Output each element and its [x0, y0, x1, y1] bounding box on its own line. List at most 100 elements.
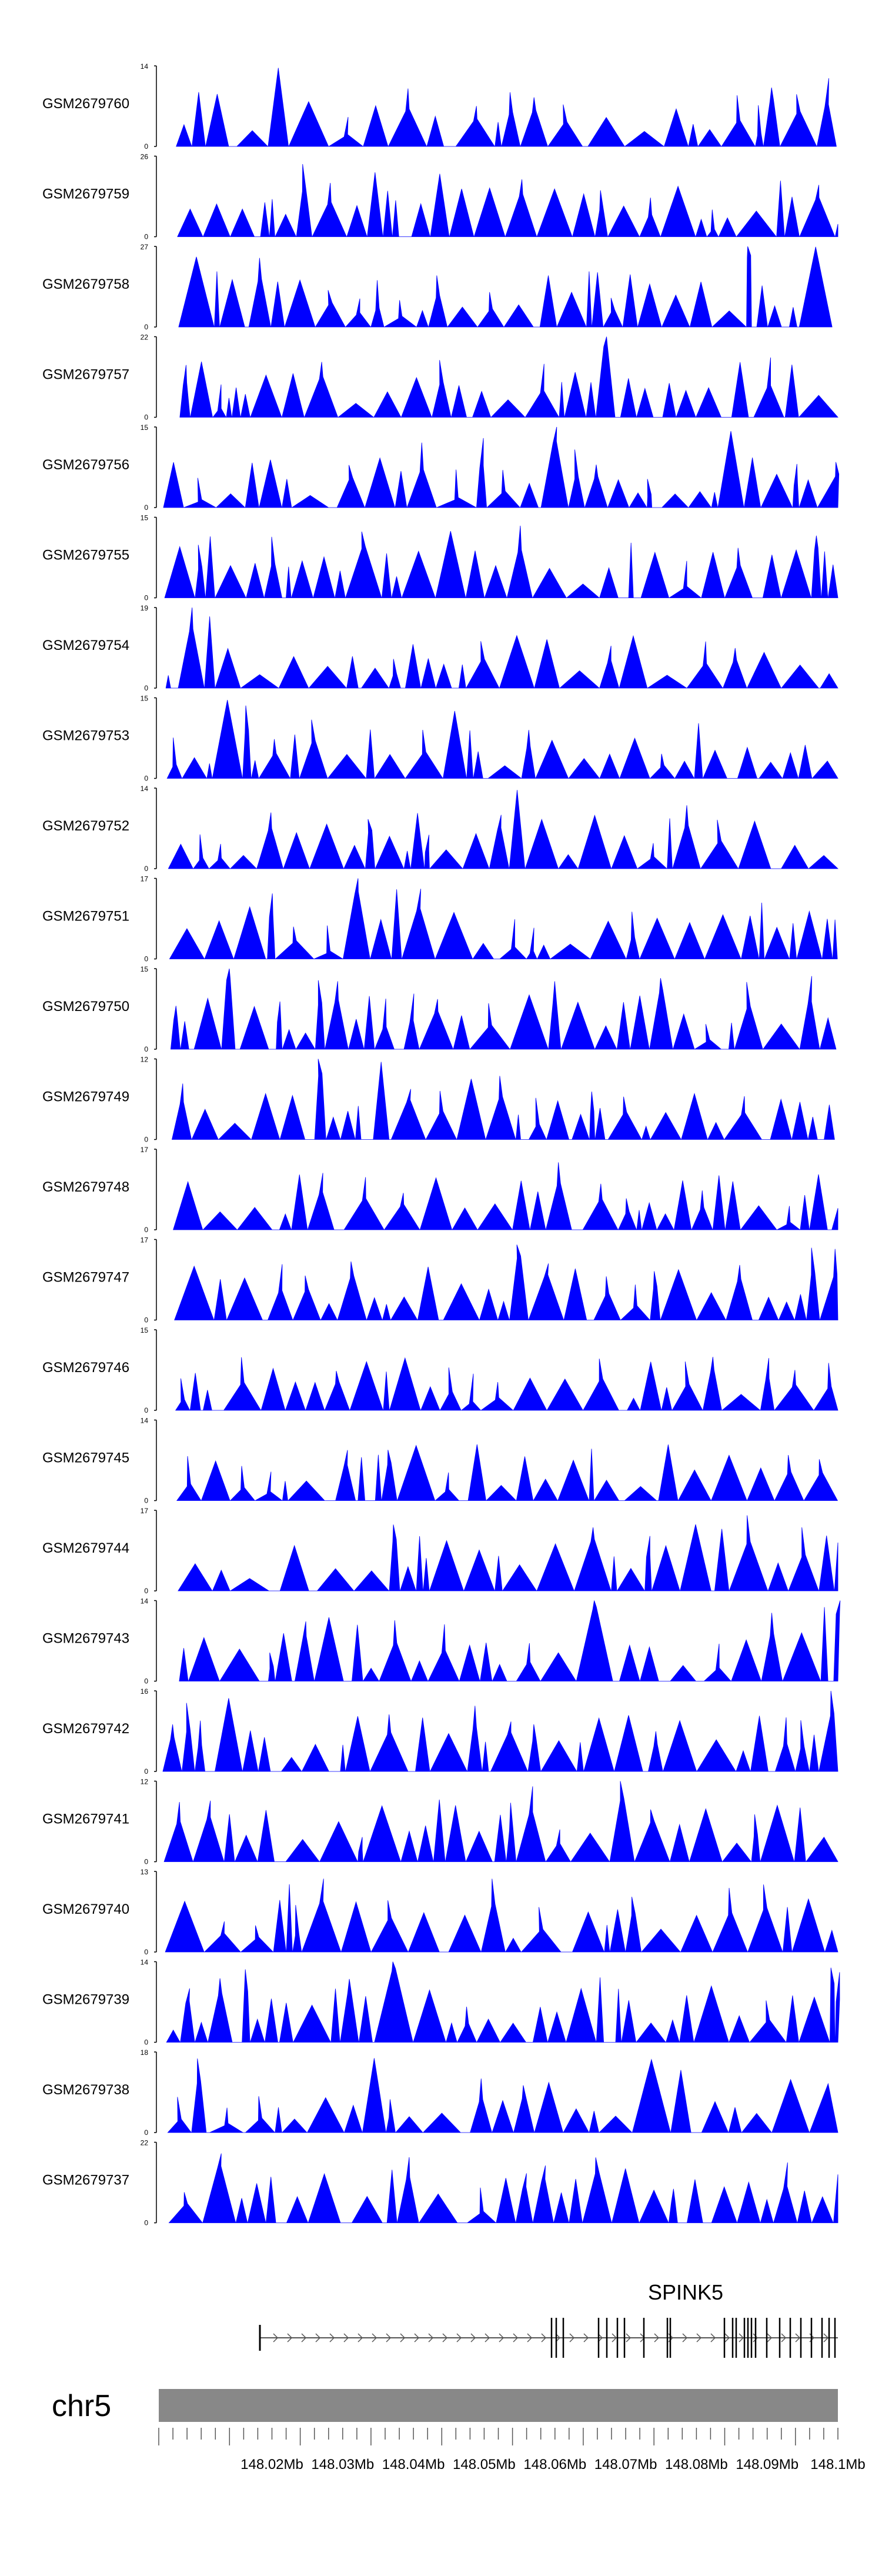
- track-GSM2679756: GSM2679756 15 0: [42, 423, 840, 512]
- coverage-area: [168, 2153, 838, 2223]
- strand-arrow-icon: [329, 2333, 335, 2343]
- track-label: GSM2679743: [42, 1631, 129, 1647]
- chromosome-label: chr5: [52, 2389, 111, 2423]
- y-min-label: 0: [144, 865, 148, 873]
- y-min-label: 0: [144, 1226, 148, 1234]
- y-max-label: 14: [141, 1417, 149, 1425]
- chromosome-band: [159, 2389, 838, 2422]
- coverage-area: [170, 968, 837, 1050]
- y-min-label: 0: [144, 2219, 148, 2227]
- y-min-label: 0: [144, 1587, 148, 1595]
- coverage-area: [175, 1357, 838, 1411]
- y-max-label: 18: [141, 2048, 149, 2057]
- y-max-label: 17: [141, 1507, 149, 1515]
- track-GSM2679752: GSM2679752 14 0: [42, 785, 839, 873]
- track-label: GSM2679760: [42, 96, 129, 112]
- coverage-area: [167, 2058, 838, 2133]
- coverage-area: [164, 525, 838, 598]
- coverage-area: [174, 1244, 838, 1320]
- y-max-label: 15: [141, 965, 149, 973]
- track-label: GSM2679749: [42, 1089, 129, 1105]
- track-GSM2679741: GSM2679741 12 0: [42, 1778, 838, 1866]
- y-min-label: 0: [144, 233, 148, 241]
- strand-arrow-icon: [273, 2333, 279, 2343]
- track-GSM2679737: GSM2679737 22 0: [42, 2139, 838, 2227]
- y-min-label: 0: [144, 1406, 148, 1414]
- y-min-label: 0: [144, 684, 148, 692]
- x-tick-label: 148.1Mb: [810, 2457, 865, 2472]
- track-label: GSM2679745: [42, 1450, 129, 1466]
- y-max-label: 13: [141, 1868, 149, 1876]
- strand-arrow-icon: [823, 2333, 829, 2343]
- strand-arrow-icon: [696, 2333, 702, 2343]
- y-min-label: 0: [144, 955, 148, 963]
- strand-arrow-icon: [739, 2333, 744, 2343]
- coverage-area: [179, 1600, 841, 1681]
- x-tick-label: 148.06Mb: [523, 2457, 586, 2472]
- y-min-label: 0: [144, 1767, 148, 1776]
- coverage-area: [173, 1162, 838, 1230]
- strand-arrow-icon: [710, 2333, 716, 2343]
- y-min-label: 0: [144, 2128, 148, 2137]
- strand-arrow-icon: [372, 2333, 377, 2343]
- strand-arrow-icon: [597, 2333, 603, 2343]
- coverage-area: [169, 878, 838, 959]
- strand-arrow-icon: [612, 2333, 617, 2343]
- track-GSM2679740: GSM2679740 13 0: [42, 1868, 838, 1956]
- strand-arrow-icon: [358, 2333, 363, 2343]
- y-max-label: 15: [141, 1326, 149, 1334]
- strand-arrow-icon: [569, 2333, 575, 2343]
- x-tick-label: 148.03Mb: [311, 2457, 374, 2472]
- y-max-label: 16: [141, 1687, 149, 1696]
- strand-arrow-icon: [499, 2333, 505, 2343]
- coverage-area: [168, 790, 839, 869]
- track-GSM2679751: GSM2679751 17 0: [42, 875, 838, 963]
- track-label: GSM2679737: [42, 2173, 129, 2188]
- coverage-area: [176, 1444, 838, 1501]
- gene-label-spink5: SPINK5: [648, 2280, 723, 2304]
- strand-arrow-icon: [555, 2333, 561, 2343]
- y-min-label: 0: [144, 594, 148, 602]
- y-max-label: 27: [141, 243, 149, 251]
- y-max-label: 22: [141, 333, 149, 342]
- x-tick-label: 148.09Mb: [736, 2457, 799, 2472]
- chromosome-axis-track: chr5 148.02Mb 148.03Mb 148.04Mb 148.05Mb 148…: [52, 2389, 866, 2472]
- track-label: GSM2679739: [42, 1992, 129, 2008]
- y-max-label: 17: [141, 875, 149, 883]
- y-max-label: 15: [141, 423, 149, 432]
- track-GSM2679747: GSM2679747 17 0: [42, 1236, 838, 1324]
- track-GSM2679754: GSM2679754 19 0: [42, 604, 838, 692]
- y-max-label: 12: [141, 1056, 149, 1064]
- y-min-label: 0: [144, 1316, 148, 1324]
- x-tick-label: 148.05Mb: [453, 2457, 516, 2472]
- track-GSM2679744: GSM2679744 17 0: [42, 1507, 838, 1595]
- y-min-label: 0: [144, 2038, 148, 2047]
- track-GSM2679749: GSM2679749 12 0: [42, 1056, 835, 1144]
- coverage-area: [177, 163, 838, 237]
- strand-arrow-icon: [682, 2333, 688, 2343]
- track-GSM2679760: GSM2679760 14 0: [42, 62, 837, 151]
- y-min-label: 0: [144, 775, 148, 783]
- coverage-area: [178, 246, 833, 328]
- track-GSM2679738: GSM2679738 18 0: [42, 2048, 838, 2137]
- track-label: GSM2679752: [42, 818, 129, 834]
- track-label: GSM2679748: [42, 1179, 129, 1195]
- strand-arrow-icon: [541, 2333, 547, 2343]
- strand-arrow-icon: [315, 2333, 321, 2343]
- strand-arrow-icon: [343, 2333, 349, 2343]
- strand-arrow-icon: [442, 2333, 448, 2343]
- track-label: GSM2679750: [42, 999, 129, 1015]
- strand-arrow-icon: [654, 2333, 660, 2343]
- coverage-area: [166, 1961, 840, 2043]
- strand-arrow-icon: [301, 2333, 307, 2343]
- strand-arrow-icon: [795, 2333, 801, 2343]
- y-max-label: 14: [141, 62, 149, 71]
- coverage-tracks: GSM2679760140GSM2679759260GSM2679758270G…: [42, 62, 841, 2227]
- track-label: GSM2679755: [42, 548, 129, 563]
- track-label: GSM2679740: [42, 1901, 129, 1917]
- y-min-label: 0: [144, 1045, 148, 1053]
- track-GSM2679745: GSM2679745 14 0: [42, 1417, 838, 1505]
- strand-arrow-icon: [513, 2333, 519, 2343]
- track-GSM2679759: GSM2679759 26 0: [42, 153, 838, 241]
